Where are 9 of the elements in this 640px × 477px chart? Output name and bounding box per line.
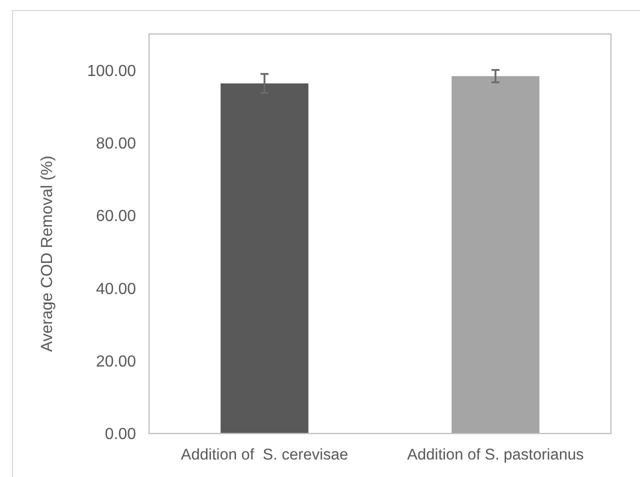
x-tick-label: Addition of S. pastorianus [407, 446, 584, 464]
y-axis-title: Average COD Removal (%) [39, 156, 56, 352]
y-tick-label: 0.00 [104, 426, 136, 444]
y-tick-label: 80.00 [96, 136, 136, 153]
y-tick-label: 40.00 [96, 280, 136, 298]
y-tick-label: 60.00 [96, 208, 136, 226]
y-tick-label: 20.00 [96, 353, 136, 370]
x-tick-label: Addition of S. cerevisae [180, 446, 348, 464]
y-tick-label: 100.00 [87, 62, 136, 80]
